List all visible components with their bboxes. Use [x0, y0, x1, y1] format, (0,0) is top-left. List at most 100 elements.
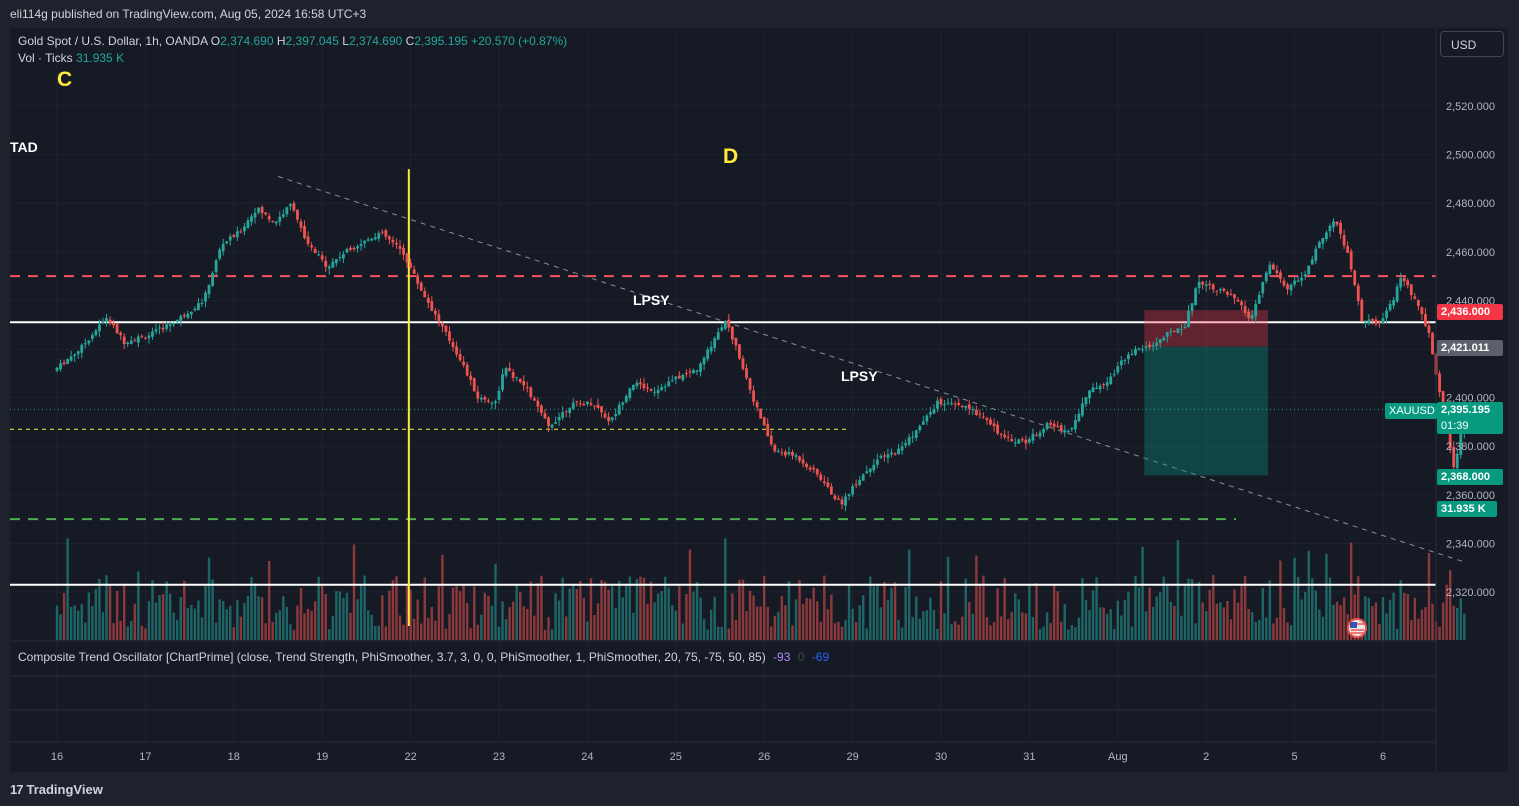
volume-bar: [130, 620, 133, 640]
volume-bar: [144, 628, 147, 640]
volume-bar: [1265, 617, 1268, 640]
volume-bar: [717, 626, 720, 640]
volume-bar: [73, 605, 76, 640]
annotation-d[interactable]: D: [723, 145, 739, 168]
position-reward-zone[interactable]: [1144, 346, 1269, 476]
volume-bar: [653, 602, 656, 640]
candle-body: [918, 425, 922, 431]
candle-body: [1045, 422, 1049, 430]
volume-bar: [193, 608, 197, 640]
candle-body: [677, 375, 681, 379]
volume-bar: [416, 599, 419, 640]
candle-body: [306, 236, 310, 245]
candle-body: [299, 221, 303, 228]
candle-body: [172, 323, 176, 325]
candle-body: [501, 374, 504, 391]
candle-body: [214, 260, 218, 273]
candle-body: [575, 401, 579, 403]
candle-body: [101, 320, 105, 324]
annotation-tad[interactable]: TAD: [10, 139, 38, 155]
tradingview-logo[interactable]: 17 TradingView: [10, 782, 103, 797]
volume-bar: [1035, 583, 1038, 640]
candle-body: [462, 361, 466, 366]
volume-bar: [568, 588, 571, 640]
volume-bar: [1307, 550, 1310, 640]
volume-bar: [469, 628, 472, 640]
candle-body: [639, 382, 642, 385]
volume-bar: [1463, 613, 1466, 640]
volume-bar: [1399, 580, 1402, 640]
candle-body: [1370, 318, 1374, 321]
descending-trendline[interactable]: [277, 175, 1468, 564]
candle-body: [776, 450, 780, 452]
volume-bar: [709, 609, 713, 640]
high-value: 2,397.045: [285, 34, 339, 48]
volume-bar: [1254, 621, 1257, 640]
volume-bar: [395, 576, 398, 640]
volume-bar: [229, 605, 232, 640]
volume-bar: [267, 560, 271, 640]
candle-body: [1211, 284, 1215, 290]
volume-bar: [996, 588, 999, 640]
oscillator-title[interactable]: Composite Trend Oscillator [ChartPrime] …: [18, 650, 766, 664]
volume-bar: [816, 601, 819, 640]
chart-panel[interactable]: [10, 28, 1508, 772]
currency-button[interactable]: USD: [1440, 31, 1504, 57]
short-position-tool[interactable]: [1144, 310, 1269, 476]
volume-bar: [939, 581, 943, 640]
candle-body: [1102, 384, 1106, 386]
horizontal-levels[interactable]: [10, 169, 1468, 626]
annotation-c[interactable]: C: [57, 68, 73, 91]
volume-bar: [738, 579, 741, 640]
volume-bar: [490, 605, 494, 640]
candle-body: [1226, 292, 1229, 295]
candle-body: [1218, 289, 1222, 291]
candle-body: [479, 397, 483, 400]
volume-bar: [897, 619, 900, 640]
candle-body: [384, 230, 388, 237]
candle-body: [515, 377, 519, 379]
candle-body: [1314, 248, 1318, 261]
candle-body: [320, 255, 324, 260]
volume-bar: [243, 602, 246, 640]
volume-bar: [1144, 611, 1148, 640]
candle-body: [730, 326, 734, 340]
candle-body: [218, 249, 222, 259]
volume-bar: [1388, 599, 1392, 640]
candle-body: [437, 314, 441, 322]
volume-bar: [1060, 621, 1063, 640]
candle-body: [1024, 439, 1028, 444]
candle-body: [175, 319, 179, 322]
symbol-title[interactable]: Gold Spot / U.S. Dollar, 1h, OANDA: [18, 34, 208, 48]
volume-bar: [80, 604, 83, 640]
volume-bar: [430, 606, 434, 640]
candle-body: [147, 335, 151, 339]
candle-body: [1208, 283, 1212, 286]
volume-bar: [1024, 613, 1028, 640]
volume-bar: [1095, 577, 1098, 640]
high-label: H: [276, 34, 286, 48]
candle-body: [253, 212, 257, 218]
candle-body: [1052, 423, 1056, 427]
stop-price-box: 2,368.000: [1437, 469, 1503, 485]
annotation-lpsy-1[interactable]: LPSY: [633, 292, 670, 308]
volume-bar: [451, 587, 455, 640]
candle-body: [1190, 303, 1194, 312]
candle-body: [1215, 290, 1219, 292]
candle-body: [105, 317, 108, 322]
us-flag-icon[interactable]: [1347, 618, 1367, 638]
volume-label[interactable]: Vol · Ticks: [18, 51, 73, 65]
volume-bar: [862, 595, 865, 640]
volume-bar: [1424, 607, 1427, 640]
candle-body: [483, 397, 487, 400]
volume-bar: [349, 612, 352, 640]
volume-bar: [1456, 607, 1459, 640]
candle-body: [600, 406, 603, 413]
x-tick-label: Aug: [1108, 751, 1128, 763]
annotation-lpsy-2[interactable]: LPSY: [841, 368, 878, 384]
volume-bar: [487, 595, 490, 640]
candle-body: [971, 409, 975, 411]
candle-body: [1300, 277, 1304, 281]
candle-body: [798, 456, 801, 461]
